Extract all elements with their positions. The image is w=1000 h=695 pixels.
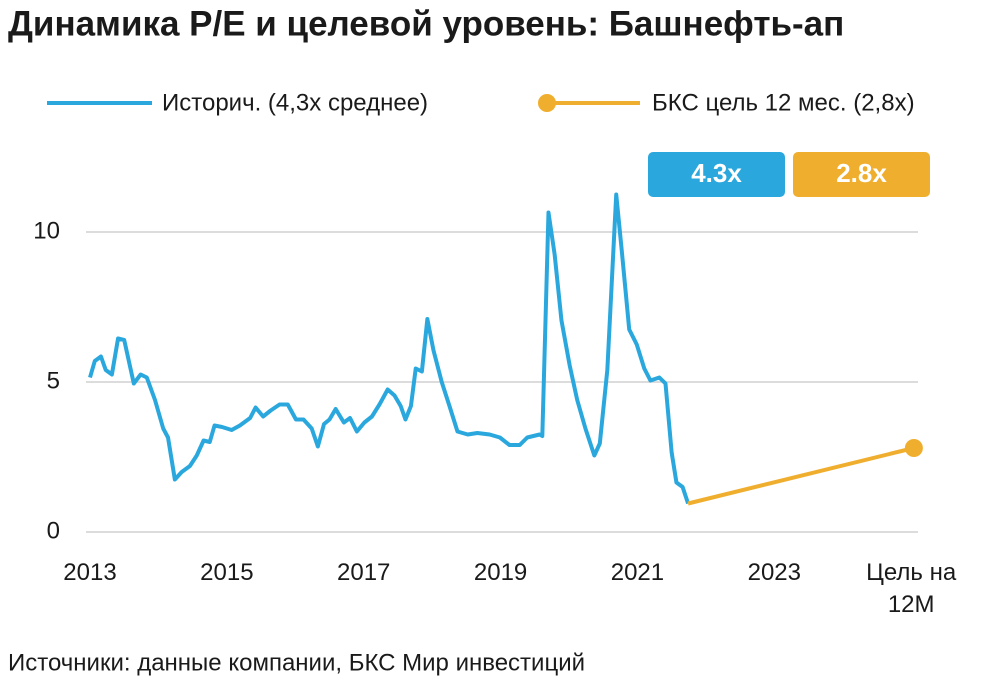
x-tick-label: Цель на 12М	[866, 559, 957, 618]
target-marker	[904, 439, 923, 457]
badge	[793, 152, 930, 197]
x-tick-label: 2021	[610, 559, 665, 586]
x-tick-label: 2015	[200, 559, 254, 586]
badge-label: 2.8x	[836, 158, 887, 188]
x-tick-label: 2019	[473, 559, 528, 586]
badge	[648, 152, 785, 197]
x-tick-label: 2017	[337, 559, 391, 586]
y-tick-label: 5	[47, 367, 60, 394]
chart-title: Динамика P/E и целевой уровень: Башнефть…	[8, 4, 844, 43]
series-line	[687, 446, 915, 506]
y-tick-label: 0	[47, 517, 60, 544]
source: Источники: данные компании, БКС Мир инве…	[8, 649, 585, 676]
x-tick-label: 2013	[63, 559, 117, 586]
legend-label: Историч. (4,3x среднее)	[162, 89, 428, 116]
legend-label: БКС цель 12 мес. (2,8x)	[652, 89, 915, 116]
badge-label: 4.3x	[691, 158, 742, 188]
series-line	[88, 192, 690, 505]
x-tick-label: 2023	[747, 559, 801, 586]
legend-marker	[538, 94, 556, 112]
y-tick-label: 10	[33, 217, 60, 244]
